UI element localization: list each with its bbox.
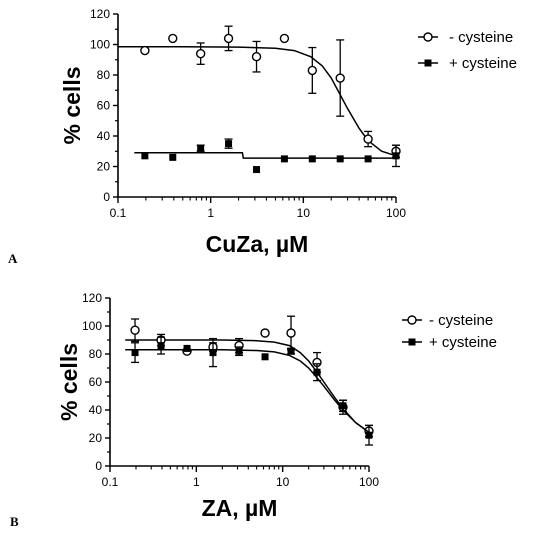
- legend: - cysteine + cysteine: [402, 312, 497, 351]
- data-point: [261, 353, 269, 361]
- x-axis-label: ZA, µM: [202, 495, 278, 521]
- data-point: [225, 140, 233, 148]
- data-point: [287, 347, 295, 355]
- y-tick-label: 20: [89, 431, 103, 445]
- legend-marker: [423, 32, 433, 42]
- data-point: [307, 65, 318, 76]
- data-point: [195, 48, 206, 59]
- data-point: [251, 52, 262, 62]
- data-point: [308, 155, 316, 163]
- data-point: [313, 368, 321, 376]
- legend-marker: [407, 315, 417, 325]
- data-point: [363, 134, 373, 144]
- data-point: [141, 152, 149, 160]
- data-point: [223, 33, 234, 44]
- y-tick-label: 40: [97, 129, 111, 143]
- series-plus-cysteine: [134, 138, 400, 174]
- x-tick-label: 0.1: [102, 475, 119, 489]
- data-point: [339, 402, 347, 410]
- data-point: [253, 166, 261, 174]
- x-tick-label: 0.1: [110, 206, 127, 220]
- data-point: [197, 144, 205, 152]
- series-plus-cysteine: [125, 336, 373, 446]
- data-point: [286, 328, 296, 338]
- panel-label: A: [8, 251, 18, 266]
- data-point: [235, 347, 243, 355]
- data-point: [183, 344, 191, 352]
- chart-panel-b: 0 20 40 60 80 100 120 0.1 1 10 100 ZA, µM % cells B - …: [10, 291, 497, 529]
- x-tick-label: 1: [193, 475, 200, 489]
- y-axis-label: % cells: [59, 67, 85, 145]
- x-tick-label: 1: [207, 206, 214, 220]
- y-tick-label: 60: [97, 99, 111, 113]
- data-point: [131, 349, 139, 357]
- x-tick-label: 100: [359, 475, 379, 489]
- panel-label: B: [10, 514, 19, 529]
- y-tick-label: 80: [97, 68, 111, 82]
- series-minus-cysteine: [118, 25, 401, 159]
- data-point: [260, 328, 270, 338]
- data-point: [280, 155, 288, 163]
- data-point: [157, 342, 165, 350]
- data-point: [336, 155, 344, 163]
- chart-panel-a: 0 20 40 60 80 100 120 0.1 1 10 100 CuZa, µM % cells A…: [8, 7, 517, 266]
- legend-label: - cysteine: [429, 312, 493, 329]
- legend-label: - cysteine: [449, 29, 513, 46]
- data-point: [130, 325, 140, 335]
- data-point: [392, 152, 400, 160]
- y-tick-label: 80: [89, 347, 103, 361]
- y-tick-label: 120: [82, 291, 102, 305]
- data-point: [364, 155, 372, 163]
- data-point: [365, 431, 373, 439]
- data-point: [140, 45, 150, 56]
- y-tick-label: 20: [97, 160, 111, 174]
- x-tick-label: 100: [386, 206, 406, 220]
- series-minus-cysteine: [125, 315, 374, 438]
- data-point: [335, 73, 345, 83]
- fit-curve: [134, 152, 396, 159]
- x-axis-label: CuZa, µM: [206, 231, 309, 257]
- y-tick-label: 0: [95, 459, 102, 473]
- y-tick-label: 100: [90, 38, 110, 52]
- x-tick-label: 10: [297, 206, 311, 220]
- data-point: [279, 33, 290, 44]
- y-tick-label: 100: [82, 319, 102, 333]
- fit-curve: [125, 349, 370, 434]
- y-tick-label: 0: [103, 190, 110, 204]
- data-point: [209, 349, 217, 357]
- legend-label: + cysteine: [449, 55, 517, 72]
- legend-marker: [424, 59, 432, 67]
- legend: - cysteine + cysteine: [418, 29, 517, 72]
- legend-marker: [408, 338, 416, 346]
- x-tick-label: 10: [276, 475, 290, 489]
- y-axis-label: % cells: [56, 343, 82, 421]
- data-point: [169, 153, 177, 161]
- legend-label: + cysteine: [429, 334, 497, 351]
- data-point: [168, 33, 178, 44]
- y-tick-label: 60: [89, 375, 103, 389]
- y-tick-label: 120: [90, 7, 110, 21]
- y-tick-label: 40: [89, 403, 103, 417]
